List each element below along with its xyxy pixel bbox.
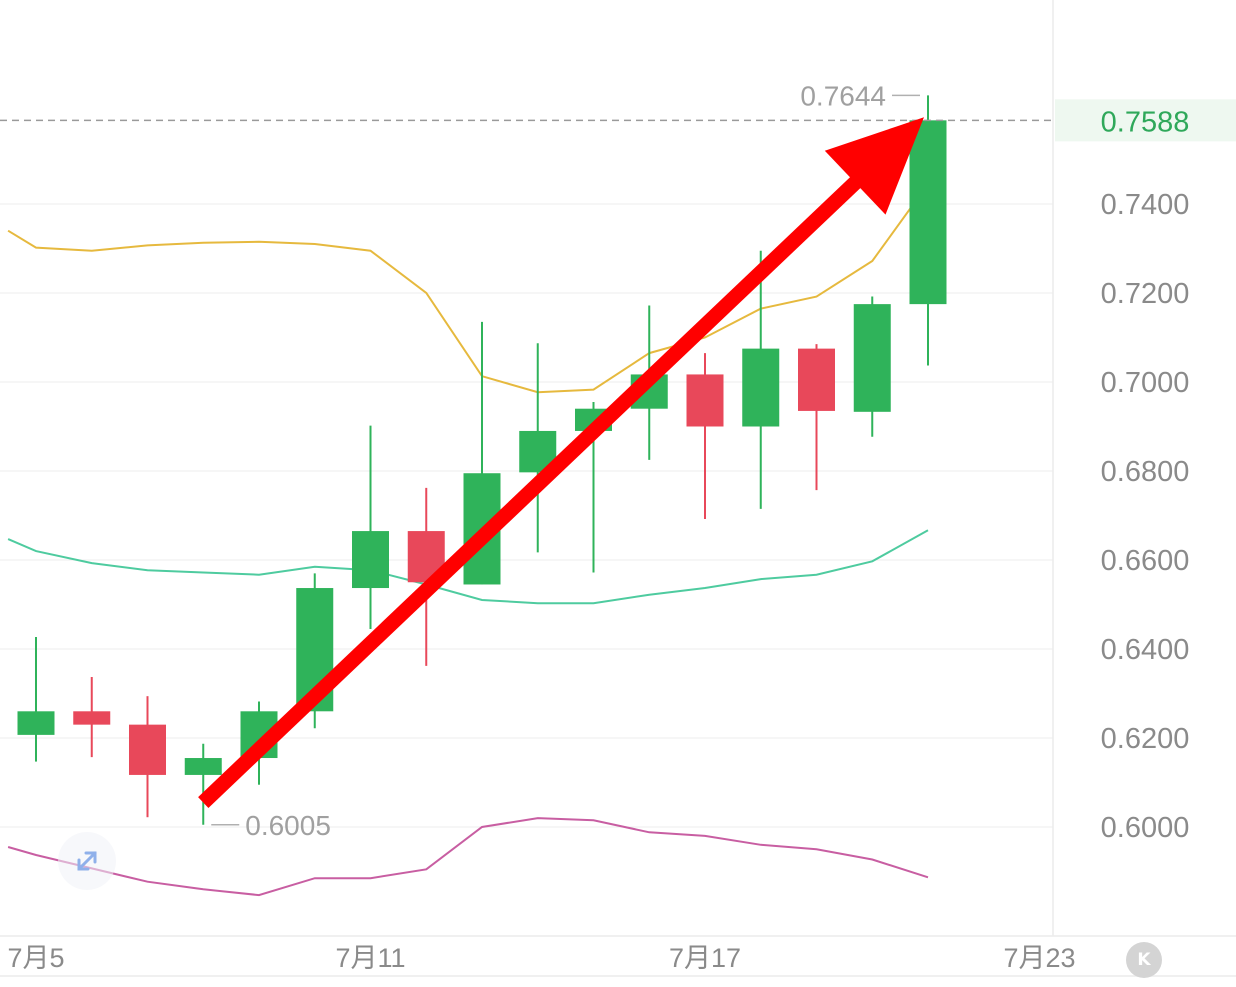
y-tick-label: 0.6000 <box>1101 812 1190 844</box>
y-tick-label: 0.6400 <box>1101 634 1190 666</box>
k-button[interactable]: K <box>1126 942 1162 978</box>
x-tick-label: 7月17 <box>669 943 741 973</box>
candle-body <box>352 531 389 589</box>
axes: 0.7400 0.7200 0.7000 0.6800 0.6600 0.6400 0.62… <box>7 189 1189 973</box>
x-tick-label: 7月5 <box>7 943 64 973</box>
candle-body <box>686 374 724 427</box>
candle-body <box>73 711 111 725</box>
y-tick-label: 0.7200 <box>1101 278 1190 310</box>
y-tick-label: 0.6600 <box>1101 545 1190 577</box>
candle-body <box>184 758 222 775</box>
low-price-label: 0.6005 <box>245 810 331 841</box>
current-price-label: 0.7588 <box>1101 106 1190 138</box>
y-tick-label: 0.7000 <box>1101 367 1190 399</box>
candle-body <box>909 120 947 305</box>
band-middle-line <box>7 529 929 605</box>
trend-arrow-shaft <box>198 173 865 808</box>
candles <box>17 95 947 825</box>
candle-body <box>798 348 835 411</box>
y-tick-label: 0.6200 <box>1101 723 1190 755</box>
band-lower-line <box>7 817 929 897</box>
candle-body <box>742 348 780 427</box>
trend-arrow <box>198 117 924 808</box>
candle-body <box>853 304 891 412</box>
y-tick-label: 0.7400 <box>1101 189 1190 221</box>
expand-button[interactable] <box>58 832 116 890</box>
current-price-badge <box>1055 99 1236 142</box>
candle-body <box>17 711 55 735</box>
high-price-label: 0.7644 <box>800 80 886 111</box>
candle-body <box>129 724 166 775</box>
price-markers: 0.7588 0.7644 0.6005 <box>0 80 1236 841</box>
x-tick-label: 7月23 <box>1003 943 1075 973</box>
expand-arrows-icon <box>77 851 97 871</box>
bollinger-bands <box>7 183 929 897</box>
trend-arrow-head <box>824 117 924 215</box>
y-tick-label: 0.6800 <box>1101 456 1190 488</box>
x-tick-label: 7月11 <box>335 943 405 973</box>
band-upper-line <box>7 183 929 394</box>
